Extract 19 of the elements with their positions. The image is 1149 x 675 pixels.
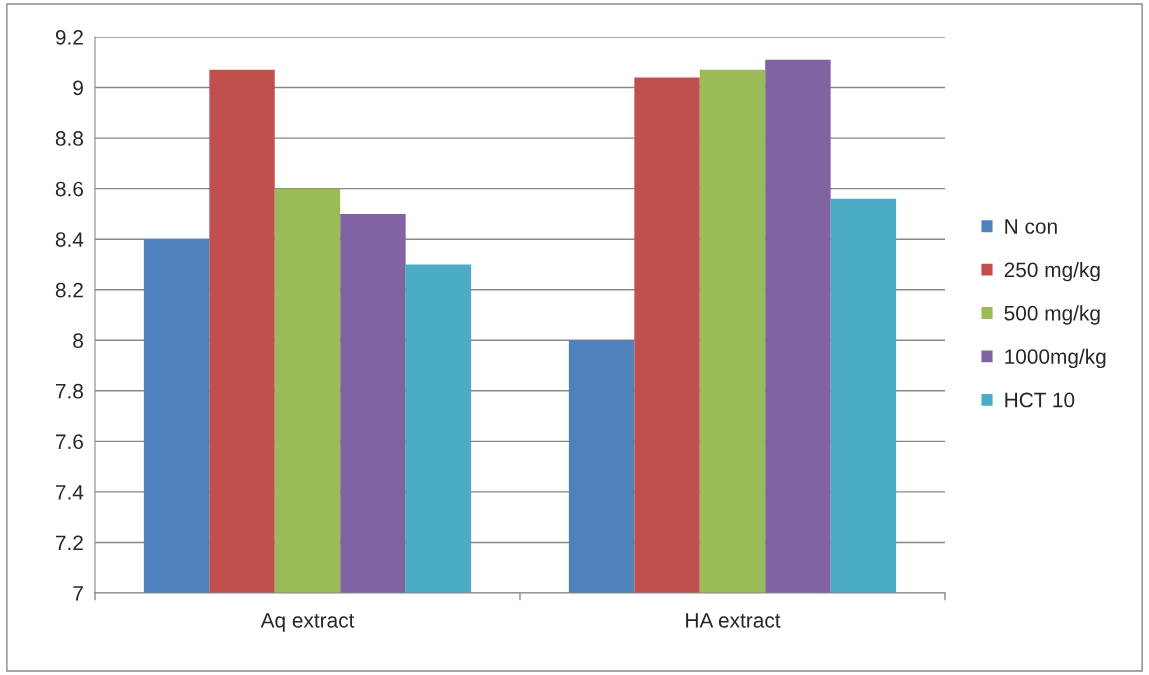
legend-label: 250 mg/kg — [1004, 261, 1100, 282]
x-tick-label: HA extract — [686, 613, 781, 628]
legend-label: 500 mg/kg — [1004, 305, 1100, 325]
y-tick-label: 8.4 — [55, 232, 84, 247]
y-tick-label: 8.6 — [55, 181, 83, 197]
legend-label: N con — [1005, 219, 1057, 234]
y-tick-label: 9 — [73, 80, 83, 96]
y-tick-label: 8 — [73, 333, 83, 349]
y-tick-label: 7.4 — [56, 485, 84, 500]
y-tick-label: 7.6 — [56, 434, 83, 450]
y-tick-label: 7.8 — [56, 383, 83, 399]
x-tick-label: Aq extract — [260, 613, 355, 632]
y-tick-label: 7 — [73, 586, 83, 601]
legend-label: 1000mg/kg — [1005, 348, 1106, 369]
y-tick-label: 7.2 — [56, 535, 83, 550]
legend-label: HCT 10 — [1005, 392, 1075, 408]
y-tick-label: 8.8 — [55, 131, 83, 146]
y-tick-label: 8.2 — [55, 282, 83, 298]
y-tick-label: 9.2 — [55, 30, 83, 45]
